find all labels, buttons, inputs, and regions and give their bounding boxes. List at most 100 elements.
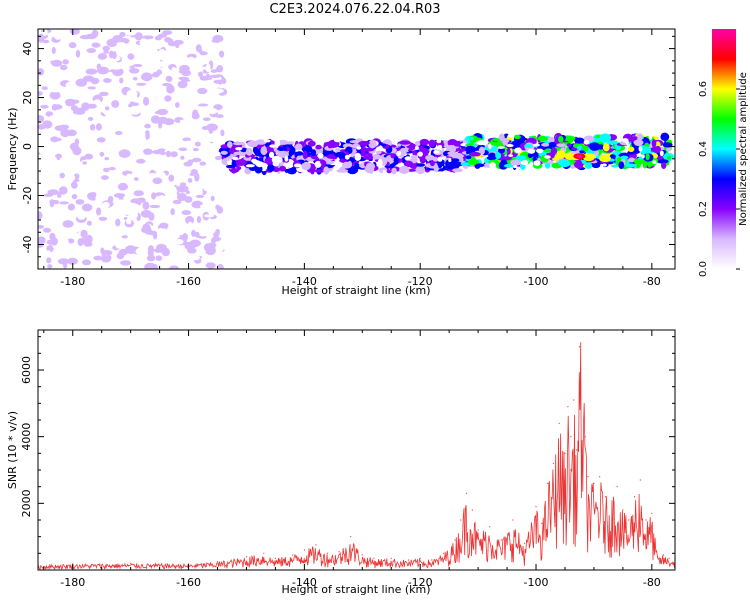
snr-data-point <box>454 539 456 541</box>
heatmap-cell <box>129 105 141 115</box>
heatmap-cell <box>215 114 224 119</box>
heatmap-cell <box>365 162 376 170</box>
heatmap-cell <box>301 161 311 171</box>
snr-data-point <box>315 544 317 546</box>
heatmap-cell <box>537 136 549 142</box>
heatmap-cell <box>478 235 483 240</box>
heatmap-cell <box>655 261 662 266</box>
heatmap-cell <box>495 151 502 160</box>
heatmap-cell <box>510 159 522 166</box>
heatmap-cell <box>527 152 533 159</box>
heatmap-cell <box>205 246 216 256</box>
heatmap-cell <box>99 151 105 157</box>
heatmap-cell <box>576 154 583 158</box>
heatmap-cell <box>53 31 63 40</box>
heatmap-cell <box>575 185 582 191</box>
heatmap-cell <box>114 92 124 101</box>
heatmap-cell <box>246 212 254 219</box>
heatmap-cell <box>294 143 303 151</box>
heatmap-cell <box>297 65 305 69</box>
heatmap-cell <box>117 182 128 191</box>
heatmap-cell <box>629 58 636 65</box>
heatmap-cell <box>197 235 207 239</box>
heatmap-cell <box>264 55 270 59</box>
heatmap-cell <box>43 193 54 197</box>
heatmap-cell <box>108 50 114 59</box>
heatmap-cell <box>218 50 225 58</box>
snr-x-tick-label: -160 <box>176 576 201 589</box>
heatmap-cell <box>556 143 566 148</box>
heatmap-cell <box>306 178 312 182</box>
heatmap-cell <box>557 212 563 216</box>
heatmap-cell <box>51 59 63 67</box>
heatmap-cell <box>66 140 71 144</box>
heatmap-cell <box>284 168 290 173</box>
heatmap-cell <box>190 182 200 189</box>
heatmap-cell <box>41 138 47 143</box>
heatmap-cell <box>125 245 137 255</box>
heatmap-cell <box>152 77 162 86</box>
heatmap-cell <box>514 147 522 154</box>
heatmap-cell <box>172 223 177 232</box>
heatmap-cell <box>49 115 56 120</box>
heatmap-cell <box>252 60 261 65</box>
snr-data-point <box>350 536 352 538</box>
heatmap-cell <box>212 88 224 94</box>
heatmap-blobs <box>38 29 675 269</box>
snr-data-point <box>431 559 433 561</box>
heatmap-x-axis-label: Height of straight line (km) <box>281 284 430 297</box>
heatmap-cell <box>561 46 568 52</box>
heatmap-cell <box>464 92 472 98</box>
heatmap-cell <box>372 153 381 160</box>
heatmap-cell <box>184 196 193 203</box>
heatmap-cell <box>502 56 509 61</box>
heatmap-cell <box>384 165 395 169</box>
heatmap-cell <box>194 172 200 182</box>
snr-data-point <box>633 496 636 498</box>
heatmap-cell <box>602 47 609 53</box>
heatmap-cell <box>88 54 94 64</box>
heatmap-cell <box>509 225 515 230</box>
heatmap-cell <box>432 178 436 182</box>
heatmap-cell <box>382 170 386 174</box>
heatmap-cell <box>121 111 126 121</box>
heatmap-cell <box>211 237 217 244</box>
heatmap-cell <box>304 86 309 92</box>
heatmap-cell <box>631 145 641 154</box>
heatmap-cell <box>205 63 211 73</box>
heatmap-cell <box>227 141 233 149</box>
heatmap-cell <box>611 164 619 168</box>
heatmap-cell <box>212 185 218 192</box>
heatmap-cell <box>206 108 218 115</box>
heatmap-cell <box>255 114 264 118</box>
heatmap-cell <box>512 165 518 169</box>
heatmap-cell <box>55 208 67 213</box>
heatmap-cell <box>104 106 110 111</box>
heatmap-cell <box>116 42 126 46</box>
heatmap-cell <box>605 127 614 131</box>
heatmap-cell <box>307 169 315 173</box>
heatmap-cell <box>436 138 442 144</box>
heatmap-cell <box>75 78 88 87</box>
snr-x-tick-label: -100 <box>524 576 549 589</box>
heatmap-cell <box>118 142 128 148</box>
heatmap-cell <box>208 32 216 38</box>
heatmap-cell <box>414 140 421 147</box>
snr-data-point <box>570 436 572 438</box>
heatmap-cell <box>635 41 642 47</box>
heatmap-cell <box>576 145 583 151</box>
heatmap-cell <box>556 150 566 159</box>
heatmap-cell <box>38 190 49 195</box>
heatmap-cell <box>362 256 371 261</box>
heatmap-cell <box>102 45 110 52</box>
heatmap-cell <box>349 197 354 203</box>
heatmap-cell <box>64 89 72 95</box>
heatmap-cell <box>78 60 83 69</box>
heatmap-cell <box>651 139 657 148</box>
heatmap-cell <box>71 62 78 66</box>
heatmap-cell <box>503 163 515 168</box>
heatmap-cell <box>489 217 497 223</box>
heatmap-cell <box>493 70 500 74</box>
heatmap-cell <box>132 140 138 146</box>
